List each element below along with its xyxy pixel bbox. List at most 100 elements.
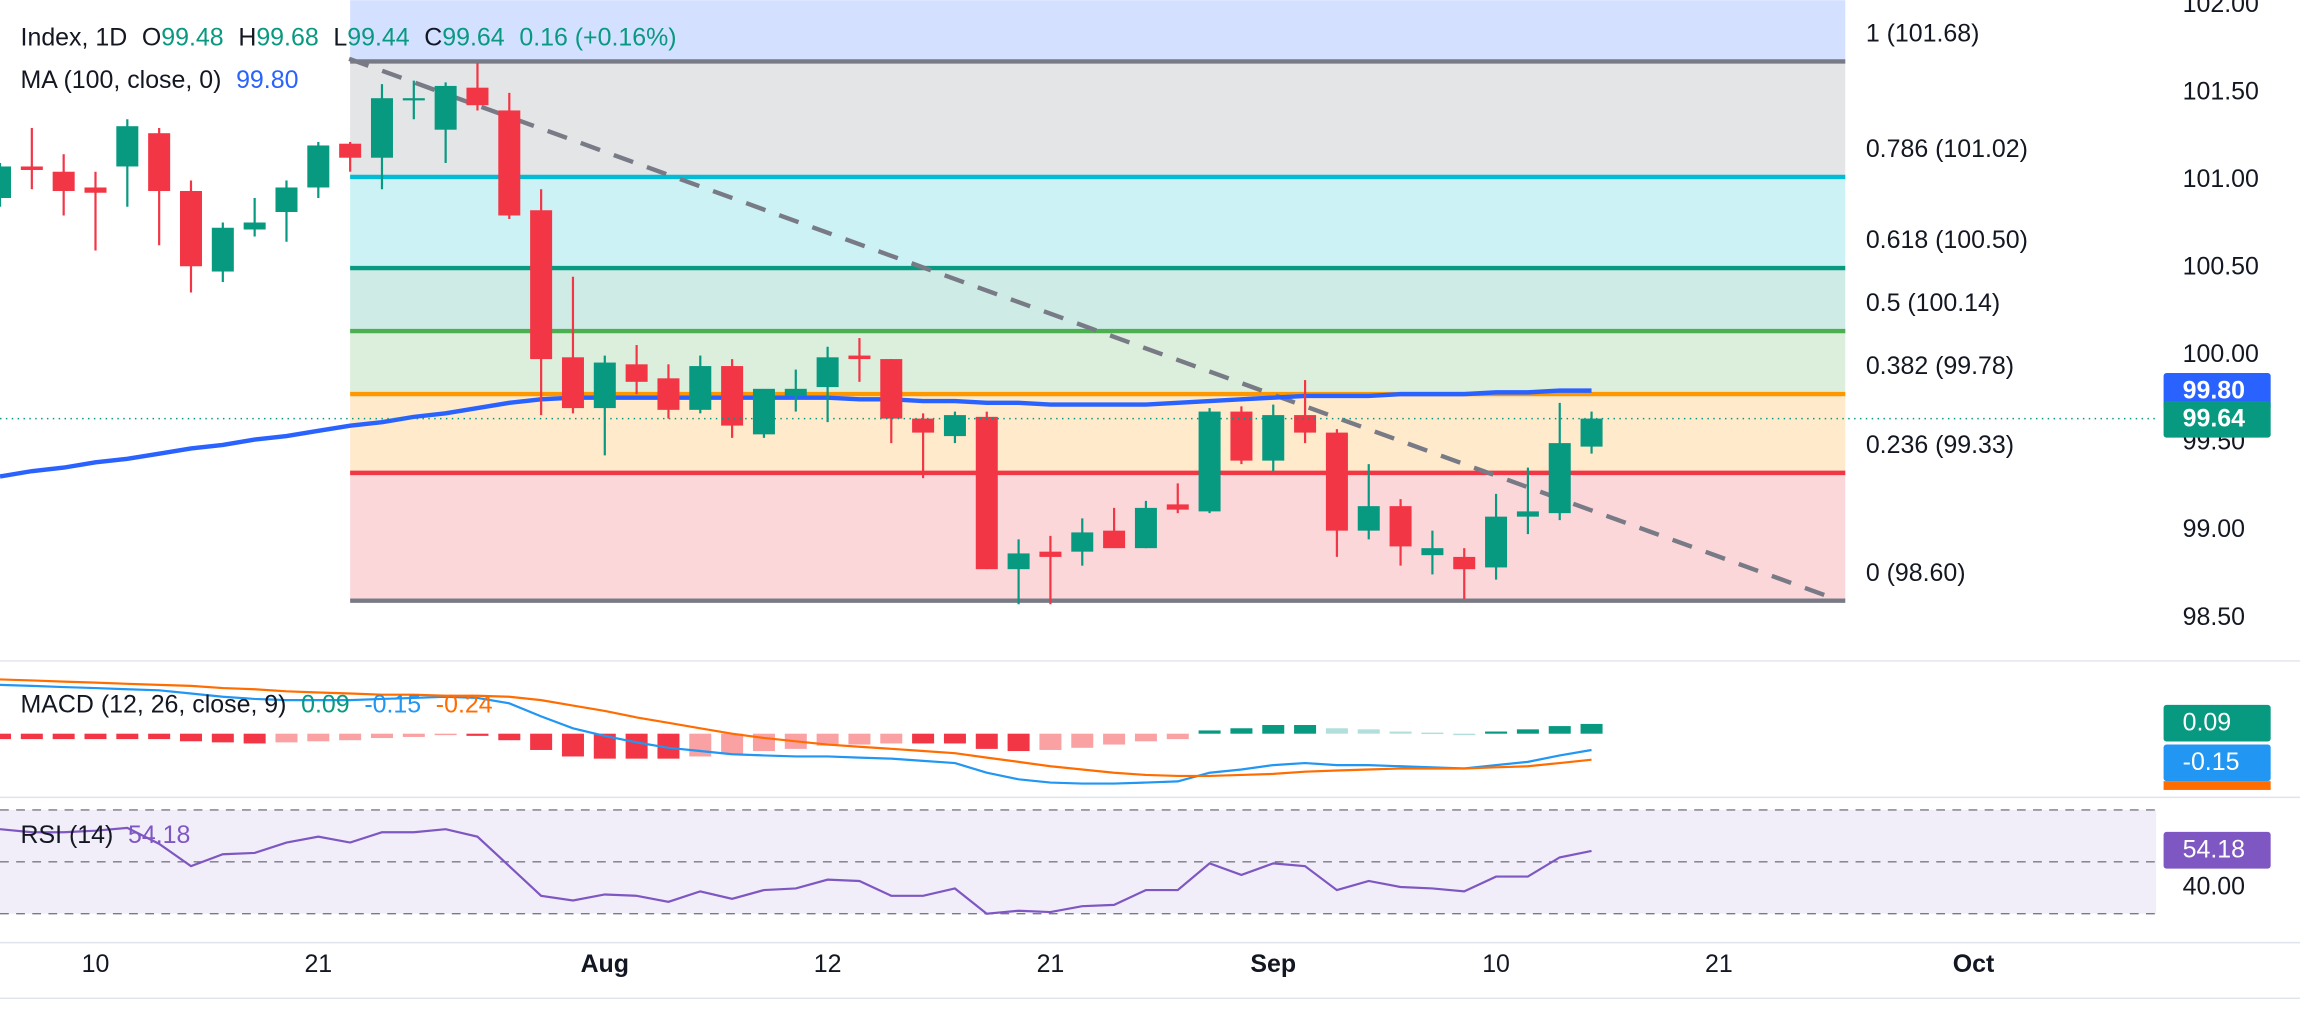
candle-body: [1389, 506, 1412, 547]
candle-body: [912, 418, 935, 433]
fib-level-label: 0 (98.60): [1866, 559, 1966, 587]
rsi-axis-label: 40.00: [2183, 872, 2245, 900]
macd-histogram-bar: [689, 733, 712, 757]
candle-body: [721, 366, 744, 426]
macd-histogram-bar: [1039, 733, 1062, 750]
candle-body: [1071, 532, 1094, 552]
time-axis-label: 12: [814, 950, 842, 978]
candle-body: [498, 110, 521, 216]
candle-body: [243, 222, 266, 230]
signal-tag: [2163, 781, 2271, 790]
change-value: 0.16 (+0.16%): [519, 23, 676, 51]
price-axis-label: 101.00: [2183, 165, 2259, 193]
candle-body: [0, 166, 12, 198]
macd-histogram-bar: [1198, 730, 1221, 734]
price-axis-label: 101.50: [2183, 78, 2259, 106]
histogram-value: 0.09: [301, 690, 350, 718]
macd-histogram-bar: [561, 733, 584, 757]
macd-histogram-bar: [1071, 733, 1094, 748]
candle-body: [339, 143, 362, 158]
candle-body: [402, 98, 425, 101]
rsi-tag-label: 54.18: [2183, 836, 2245, 864]
macd-histogram-bar: [1389, 731, 1412, 734]
macd-histogram-bar: [179, 733, 202, 742]
macd-histogram-bar: [466, 733, 489, 736]
macd-histogram-bar: [52, 733, 75, 740]
macd-histogram-bar: [1516, 729, 1539, 734]
candle-body: [689, 366, 712, 410]
macd-line: [0, 683, 1592, 785]
macd-histogram-bar: [243, 733, 266, 744]
ohlc-value: 99.48: [161, 23, 223, 51]
time-axis-label: 10: [82, 950, 110, 978]
macd-pane: [0, 678, 1603, 785]
macd-histogram-bar: [20, 733, 43, 740]
time-axis-label: 21: [1037, 950, 1065, 978]
candle-body: [275, 187, 298, 212]
macd-histogram-bar: [1357, 729, 1380, 734]
candle-body: [1134, 507, 1157, 549]
candle-body: [370, 98, 393, 158]
macd-histogram-bar: [275, 733, 298, 743]
ma-legend: MA (100, close, 0) 99.80: [21, 65, 299, 93]
candle-body: [943, 415, 966, 437]
macd-histogram-bar: [1262, 725, 1285, 734]
price-axis-label: 98.50: [2183, 603, 2245, 631]
macd-histogram-bar: [434, 733, 457, 736]
candle-body: [752, 388, 775, 435]
macd-histogram-bar: [402, 733, 425, 737]
candle-body: [211, 227, 234, 272]
macd-histogram-bar: [1007, 733, 1030, 752]
candle-body: [1103, 530, 1126, 549]
candle-body: [975, 416, 998, 570]
candle-body: [784, 388, 807, 396]
last-price-tag: [2163, 400, 2271, 438]
macd-histogram-bar: [848, 733, 871, 745]
candle-body: [52, 171, 75, 191]
symbol-title: Index, 1D: [21, 23, 128, 51]
candle-body: [84, 187, 107, 193]
candle-body: [307, 145, 330, 188]
candle-body: [1166, 504, 1189, 510]
ohlc-label: H: [238, 23, 256, 51]
rsi-name: RSI (14): [21, 821, 114, 849]
ohlc-value: 99.68: [256, 23, 318, 51]
macd-legend: MACD (12, 26, close, 9) 0.09 -0.15 -0.24: [21, 690, 493, 718]
candle-body: [179, 190, 202, 267]
ohlc-value: 99.64: [442, 23, 505, 51]
fib-level-label: 0.382 (99.78): [1866, 352, 2014, 380]
price-axis-label: 102.00: [2183, 0, 2259, 18]
candle-body: [1516, 511, 1539, 517]
macd-histogram-bar: [148, 733, 171, 740]
time-axis-label: Aug: [581, 950, 629, 978]
fib-level-label: 0.786 (101.02): [1866, 135, 2028, 163]
trend-line: [348, 56, 1827, 598]
fib-band: [350, 268, 1846, 332]
candle-body: [148, 133, 171, 191]
macd-histogram-bar: [1421, 732, 1444, 735]
fib-level-label: 0.236 (99.33): [1866, 431, 2014, 459]
macd-tag-label: -0.15: [2183, 748, 2240, 776]
macd-histogram-bar: [1325, 728, 1348, 734]
macd-histogram-bar: [625, 733, 648, 759]
candle-body: [1230, 411, 1253, 461]
macd-histogram-bar: [1166, 733, 1189, 740]
signal-value: -0.24: [436, 690, 493, 718]
macd-value: -0.15: [364, 690, 421, 718]
signal-line: [0, 678, 1592, 778]
ma-name: MA (100, close, 0): [21, 65, 222, 93]
macd-histogram-bar: [211, 733, 234, 743]
candle-body: [1325, 432, 1348, 531]
macd-histogram-bar: [1453, 733, 1476, 736]
fib-retracement: [350, 0, 1846, 603]
fib-band: [350, 176, 1846, 269]
macd-tag: [2163, 744, 2271, 782]
candle-body: [1262, 415, 1285, 461]
candle-body: [657, 378, 680, 410]
time-axis-label: Oct: [1953, 950, 1995, 978]
ohlc-label: O: [142, 23, 161, 51]
rsi-line: [0, 826, 1592, 915]
candle-body: [848, 355, 871, 360]
